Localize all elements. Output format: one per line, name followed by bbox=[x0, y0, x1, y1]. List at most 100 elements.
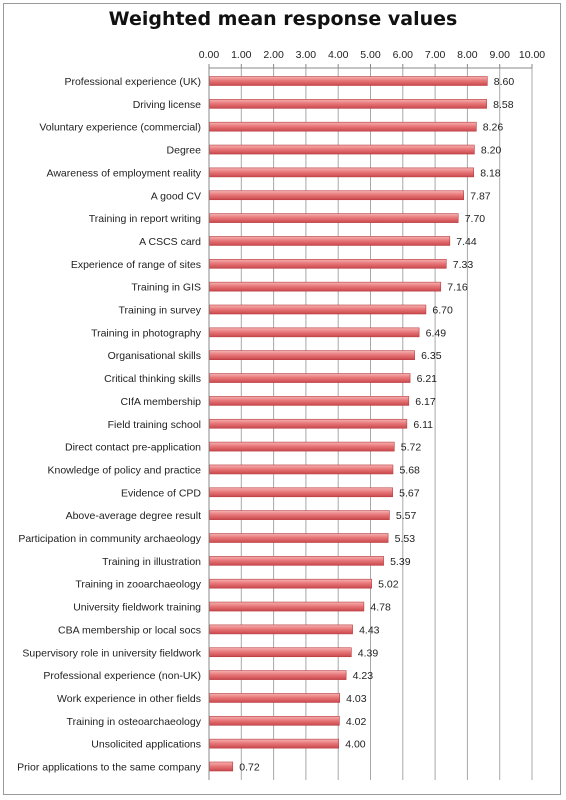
category-label: Training in illustration bbox=[102, 556, 201, 568]
category-label: Training in report writing bbox=[89, 213, 201, 225]
data-label: 4.78 bbox=[370, 602, 391, 614]
data-label: 5.02 bbox=[378, 579, 399, 591]
category-label: Voluntary experience (commercial) bbox=[39, 122, 201, 134]
data-label: 4.00 bbox=[345, 739, 366, 751]
data-label: 4.23 bbox=[353, 670, 374, 682]
bar bbox=[209, 396, 410, 406]
bar bbox=[209, 441, 395, 452]
bar bbox=[209, 327, 420, 338]
category-label: Training in survey bbox=[119, 305, 202, 317]
category-label: University fieldwork training bbox=[73, 602, 201, 614]
bar bbox=[209, 350, 415, 361]
x-tick-label: 5.00 bbox=[360, 49, 381, 61]
category-label: Evidence of CPD bbox=[121, 487, 201, 499]
data-label: 8.20 bbox=[481, 145, 502, 157]
bar bbox=[209, 190, 465, 201]
bar bbox=[209, 76, 488, 86]
category-label: Work experience in other fields bbox=[57, 693, 201, 705]
category-label: Above-average degree result bbox=[66, 510, 202, 522]
data-label: 4.03 bbox=[346, 693, 367, 705]
category-labels: Professional experience (UK) Driving lice… bbox=[17, 76, 202, 774]
category-label: Organisational skills bbox=[108, 350, 201, 362]
bar bbox=[209, 144, 475, 155]
data-label: 7.16 bbox=[447, 282, 468, 294]
data-label: 6.21 bbox=[417, 373, 438, 385]
data-label: 0.72 bbox=[239, 762, 260, 774]
category-label: Prior applications to the same company bbox=[17, 762, 202, 774]
bar bbox=[209, 647, 352, 658]
x-tick-label: 10.00 bbox=[519, 49, 545, 61]
bar bbox=[209, 624, 353, 635]
category-label: CBA membership or local socs bbox=[58, 624, 201, 636]
bar bbox=[209, 761, 234, 772]
data-label: 8.60 bbox=[494, 76, 515, 88]
category-label: Training in GIS bbox=[131, 282, 201, 294]
data-label: 6.49 bbox=[426, 327, 447, 339]
category-label: A good CV bbox=[151, 190, 201, 202]
x-tick-label: 1.00 bbox=[231, 49, 252, 61]
bar bbox=[209, 121, 477, 132]
bar bbox=[209, 418, 408, 429]
x-tick-label: 7.00 bbox=[425, 49, 446, 61]
bar bbox=[209, 556, 384, 566]
bar bbox=[209, 533, 389, 543]
data-label: 7.70 bbox=[465, 213, 486, 225]
data-label: 5.39 bbox=[390, 556, 411, 568]
data-label: 7.44 bbox=[456, 236, 477, 248]
x-tick-label: 9.00 bbox=[489, 49, 510, 61]
x-tick-label: 0.00 bbox=[199, 49, 220, 61]
bar bbox=[209, 99, 487, 109]
category-label: Awareness of employment reality bbox=[47, 167, 202, 179]
x-tick-label: 6.00 bbox=[393, 49, 414, 61]
category-label: Training in photography bbox=[91, 327, 202, 339]
data-label: 5.67 bbox=[399, 487, 420, 499]
bar bbox=[209, 464, 394, 475]
data-label: 5.57 bbox=[396, 510, 417, 522]
bar bbox=[209, 578, 372, 589]
bar bbox=[209, 487, 393, 498]
category-label: Critical thinking skills bbox=[104, 373, 201, 385]
chart-title: Weighted mean response values bbox=[108, 8, 458, 30]
category-label: Participation in community archaeology bbox=[18, 533, 201, 545]
data-label: 6.70 bbox=[432, 305, 453, 317]
data-label: 5.72 bbox=[401, 442, 422, 454]
category-label: Field training school bbox=[108, 419, 201, 431]
category-label: Direct contact pre-application bbox=[65, 442, 201, 454]
bar bbox=[209, 281, 442, 292]
data-label: 4.39 bbox=[358, 647, 379, 659]
category-label: CIfA membership bbox=[120, 396, 201, 408]
bar bbox=[209, 373, 411, 383]
bar bbox=[209, 304, 427, 315]
data-label: 6.11 bbox=[413, 419, 433, 431]
bar bbox=[209, 213, 459, 223]
category-label: Degree bbox=[167, 145, 202, 157]
data-label: 7.87 bbox=[470, 190, 491, 202]
category-label: Unsolicited applications bbox=[91, 739, 201, 751]
category-label: Experience of range of sites bbox=[71, 259, 201, 271]
data-label: 6.35 bbox=[421, 350, 442, 362]
data-label: 7.33 bbox=[453, 259, 474, 271]
category-label: Knowledge of policy and practice bbox=[47, 464, 201, 476]
category-label: Professional experience (non-UK) bbox=[43, 670, 201, 682]
bar bbox=[209, 167, 475, 178]
bar bbox=[209, 670, 347, 680]
bar bbox=[209, 510, 390, 520]
data-label: 6.17 bbox=[415, 396, 436, 408]
category-label: Training in osteoarchaeology bbox=[67, 716, 202, 728]
category-label: A CSCS card bbox=[139, 236, 201, 248]
category-label: Training in zooarchaeology bbox=[75, 579, 201, 591]
bar bbox=[209, 258, 447, 269]
data-label: 8.26 bbox=[483, 122, 504, 134]
bar bbox=[209, 601, 365, 612]
data-label: 5.53 bbox=[395, 533, 416, 545]
bar bbox=[209, 738, 339, 749]
data-label: 8.18 bbox=[480, 167, 501, 179]
x-tick-label: 4.00 bbox=[328, 49, 349, 61]
data-label: 5.68 bbox=[399, 464, 420, 476]
x-axis-ticks: 0.00 1.00 2.00 3.00 4.00 5.00 6.00 7.00 8.00 9.00… bbox=[199, 49, 546, 61]
category-label: Supervisory role in university fieldwork bbox=[22, 647, 201, 659]
bars bbox=[209, 76, 488, 772]
x-tick-label: 2.00 bbox=[263, 49, 284, 61]
category-label: Professional experience (UK) bbox=[64, 76, 201, 88]
data-label: 8.58 bbox=[493, 99, 514, 111]
